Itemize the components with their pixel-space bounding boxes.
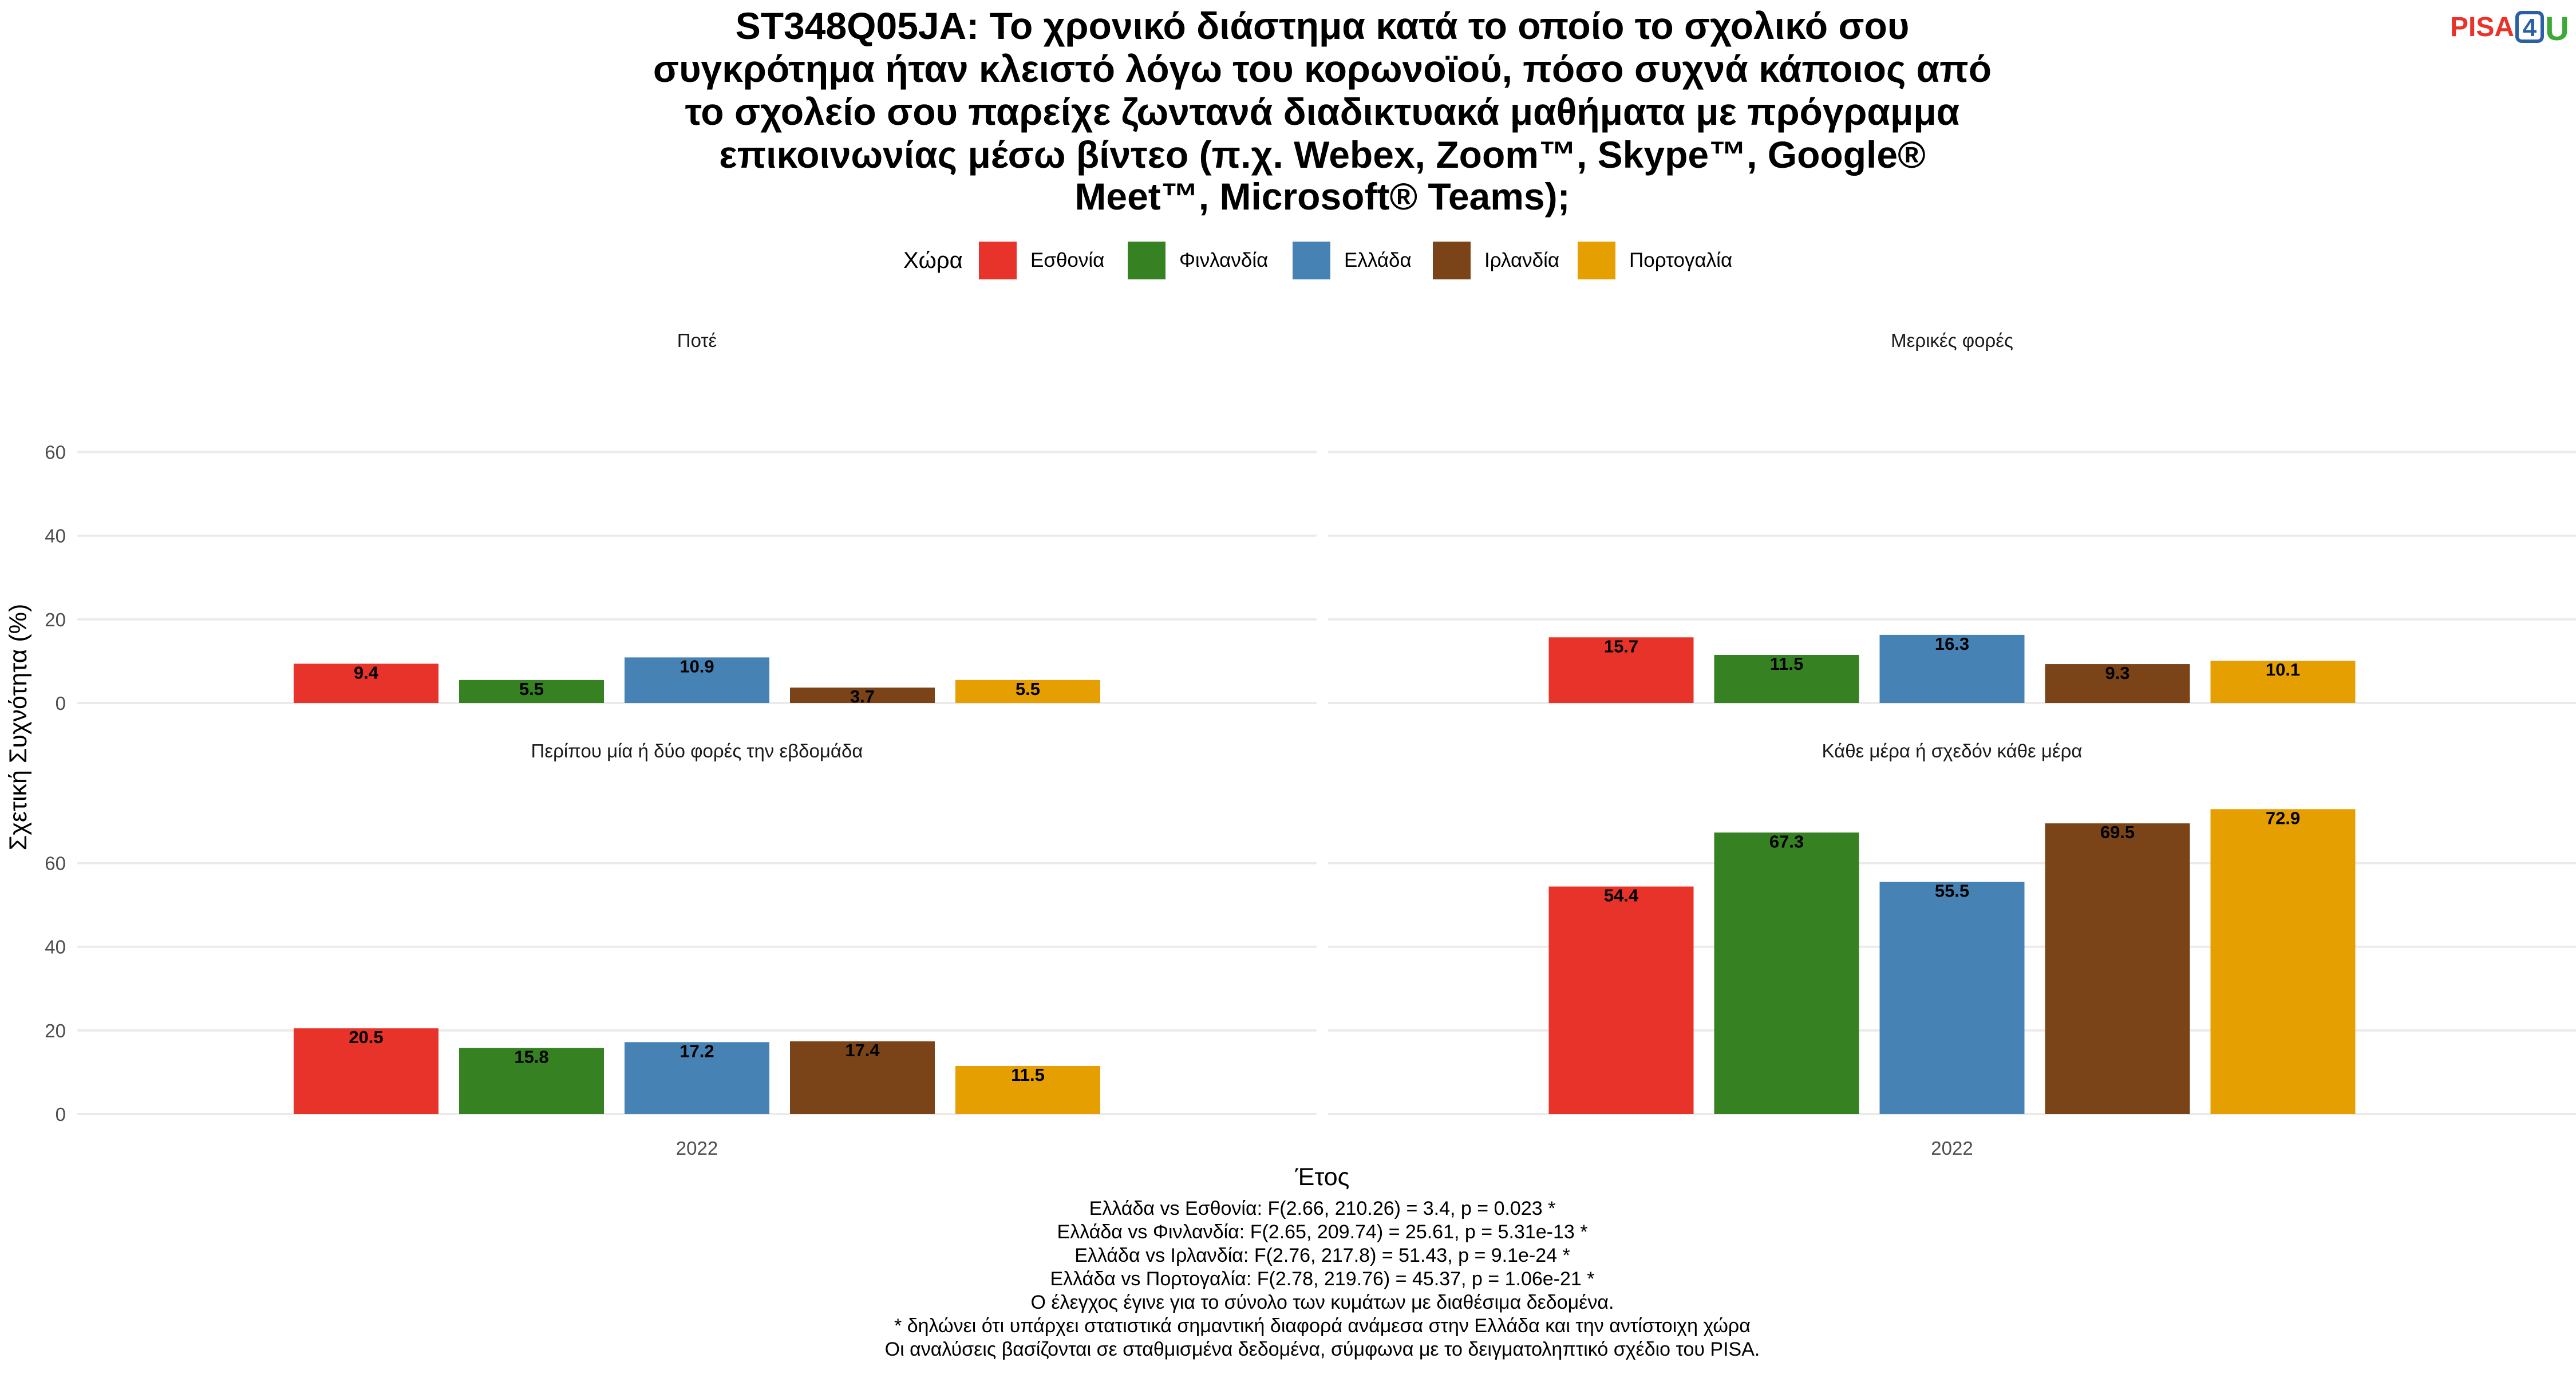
- bar-value-label-3-5: 11.5: [1011, 1065, 1045, 1085]
- y-tick-label-3-2: 20: [45, 1020, 66, 1041]
- bar-value-label-4-3: 55.5: [1935, 881, 1969, 901]
- facet-panel-2: Μερικές φορές 15.7 11.5 16.3 9.3 10.1: [1328, 330, 2576, 704]
- legend-label-3: Ελλάδα: [1344, 249, 1412, 271]
- footnote-line-3: Ελλάδα vs Ιρλανδία: F(2.76, 217.8) = 51.…: [1074, 1245, 1570, 1266]
- bar-1-1: [294, 664, 438, 703]
- facet-title-1: Ποτέ: [677, 330, 717, 351]
- footnote-line-2: Ελλάδα vs Φινλανδία: F(2.65, 209.74) = 2…: [1057, 1221, 1588, 1243]
- title-line-4: επικοινωνίας μέσω βίντεο (π.χ. Webex, Zo…: [719, 133, 1925, 176]
- y-tick-label-3-3: 40: [45, 937, 66, 958]
- facet-title-2: Μερικές φορές: [1891, 330, 2013, 351]
- bar-4-1: [1548, 886, 1694, 1114]
- x-tick-label-1: 2022: [676, 1138, 718, 1159]
- bar-1-2: [459, 680, 604, 703]
- y-axis-title: Σχετική Συχνότητα (%): [5, 604, 32, 851]
- legend-title: Χώρα: [903, 248, 963, 273]
- legend: Χώρα Εσθονία Φινλανδία Ελλάδα Ιρλανδία Πορτο…: [903, 242, 1732, 279]
- footnote-line-4: Ελλάδα vs Πορτογαλία: F(2.78, 219.76) = …: [1050, 1268, 1595, 1290]
- chart-title: ST348Q05JA: Το χρονικό διάστημα κατά το …: [653, 5, 1992, 218]
- bar-4-3: [1879, 882, 2025, 1114]
- bar-3-1: [294, 1028, 438, 1114]
- footnotes: Ελλάδα vs Εσθονία: F(2.66, 210.26) = 3.4…: [885, 1198, 1760, 1360]
- legend-label-4: Ιρλανδία: [1484, 249, 1559, 271]
- y-tick-label-1-3: 40: [45, 526, 66, 547]
- bar-4-5: [2210, 809, 2356, 1114]
- facet-panel-3: Περίπου μία ή δύο φορές την εβδομάδα 0 20 4…: [45, 740, 1317, 1159]
- legend-swatch-2: [1128, 242, 1165, 279]
- bar-2-5: [2210, 661, 2356, 703]
- bar-value-label-2-2: 11.5: [1770, 654, 1804, 674]
- bar-value-label-3-1: 20.5: [349, 1027, 383, 1047]
- title-line-1: ST348Q05JA: Το χρονικό διάστημα κατά το …: [736, 5, 1910, 47]
- legend-swatch-5: [1578, 242, 1615, 279]
- y-tick-label-3-4: 60: [45, 853, 66, 874]
- bar-2-3: [1879, 634, 2025, 703]
- y-tick-label-1-2: 20: [45, 609, 66, 630]
- bar-value-label-4-1: 54.4: [1604, 886, 1639, 906]
- bar-3-2: [459, 1048, 604, 1114]
- y-tick-label-1-4: 60: [45, 442, 66, 463]
- bar-value-label-3-4: 17.4: [845, 1040, 880, 1060]
- bar-value-label-4-2: 67.3: [1769, 831, 1804, 851]
- footnote-line-7: Οι αναλύσεις βασίζονται σε σταθμισμένα δ…: [885, 1339, 1760, 1360]
- bar-3-5: [955, 1065, 1100, 1114]
- facet-panels: Ποτέ 0 20 40 60 9.4 5.5 10.9 3.7 5.5 Μερικές φορές…: [45, 330, 2576, 1159]
- footnote-line-5: Ο έλεγχος έγινε για το σύνολο των κυμάτω…: [1031, 1292, 1614, 1313]
- bar-value-label-2-5: 10.1: [2266, 660, 2300, 680]
- title-line-5: Meet™, Microsoft® Teams);: [1074, 175, 1570, 218]
- logo-pisa-text: PISA: [2450, 12, 2514, 42]
- x-axis-title: Έτος: [1295, 1163, 1350, 1191]
- legend-label-2: Φινλανδία: [1179, 249, 1268, 271]
- title-line-3: το σχολείο σου παρείχε ζωντανά διαδικτυα…: [685, 90, 1960, 133]
- y-tick-label-3-1: 0: [56, 1104, 66, 1125]
- bar-value-label-1-2: 5.5: [519, 679, 544, 699]
- bar-value-label-2-3: 16.3: [1935, 634, 1969, 654]
- bar-4-2: [1714, 832, 1859, 1114]
- facet-title-3: Περίπου μία ή δύο φορές την εβδομάδα: [531, 740, 863, 761]
- facet-panel-4: Κάθε μέρα ή σχεδόν κάθε μέρα 54.4 67.3 55.5…: [1328, 740, 2576, 1159]
- bar-3-3: [625, 1042, 769, 1114]
- bar-1-3: [625, 657, 769, 703]
- bar-value-label-2-4: 9.3: [2105, 663, 2129, 683]
- bar-3-4: [790, 1041, 935, 1114]
- facet-panel-1: Ποτέ 0 20 40 60 9.4 5.5 10.9 3.7 5.5: [45, 330, 1317, 714]
- bar-4-4: [2045, 823, 2190, 1114]
- logo-u-text: U: [2545, 10, 2569, 48]
- legend-swatch-3: [1293, 242, 1330, 279]
- legend-swatch-4: [1433, 242, 1471, 279]
- bar-value-label-1-4: 3.7: [850, 686, 875, 706]
- y-tick-label-1-1: 0: [56, 693, 66, 714]
- bar-2-4: [2045, 664, 2190, 703]
- bar-value-label-4-4: 69.5: [2100, 822, 2135, 842]
- legend-swatch-1: [979, 242, 1017, 279]
- bar-value-label-2-1: 15.7: [1604, 636, 1638, 656]
- bar-value-label-1-1: 9.4: [354, 662, 379, 682]
- title-line-2: συγκρότημα ήταν κλειστό λόγω του κορωνοϊ…: [653, 48, 1992, 90]
- logo-four-box: [2515, 11, 2544, 43]
- bar-1-5: [955, 680, 1100, 703]
- bar-value-label-1-3: 10.9: [679, 656, 714, 676]
- x-tick-label-2: 2022: [1931, 1138, 1973, 1159]
- legend-label-1: Εσθονία: [1030, 249, 1104, 271]
- pisa4u-logo: PISA 4 U: [2450, 10, 2569, 48]
- logo-four-text: 4: [2523, 14, 2537, 42]
- footnote-line-6: * δηλώνει ότι υπάρχει στατιστικά σημαντι…: [894, 1315, 1751, 1337]
- legend-label-5: Πορτογαλία: [1629, 249, 1732, 271]
- bar-value-label-3-2: 15.8: [514, 1047, 548, 1067]
- bar-value-label-1-5: 5.5: [1016, 679, 1040, 699]
- bar-1-4: [790, 687, 935, 703]
- bar-value-label-4-5: 72.9: [2266, 808, 2300, 828]
- bar-value-label-3-3: 17.2: [679, 1041, 714, 1061]
- footnote-line-1: Ελλάδα vs Εσθονία: F(2.66, 210.26) = 3.4…: [1089, 1198, 1556, 1219]
- bar-2-2: [1714, 654, 1859, 703]
- facet-title-4: Κάθε μέρα ή σχεδόν κάθε μέρα: [1822, 740, 2083, 761]
- bar-2-1: [1548, 637, 1694, 703]
